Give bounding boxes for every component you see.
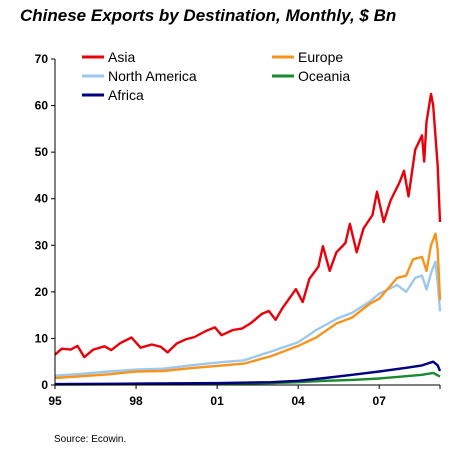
series-line-africa — [54, 360, 442, 386]
legend-label-north-america: North America — [108, 68, 197, 84]
x-tick-label: 04 — [291, 394, 305, 408]
series-line-north-america — [54, 260, 442, 377]
axes: 0 10 20 30 40 50 60 70 95 98 01 04 07 — [35, 52, 441, 408]
legend: Asia Europe North America Oceania Africa — [82, 49, 350, 103]
series-line-europe — [54, 232, 442, 380]
legend-label-europe: Europe — [298, 49, 343, 65]
x-tick-label: 98 — [129, 394, 143, 408]
chart-title: Chinese Exports by Destination, Monthly,… — [20, 6, 397, 25]
legend-label-oceania: Oceania — [298, 68, 350, 84]
y-tick-label: 20 — [35, 285, 49, 299]
y-tick-label: 40 — [35, 192, 49, 206]
y-tick-label: 10 — [35, 331, 49, 345]
source-note: Source: Ecowin. — [54, 434, 127, 445]
series-line-asia — [54, 92, 442, 359]
legend-label-africa: Africa — [108, 87, 144, 103]
series-layer — [54, 92, 442, 386]
x-tick-label: 01 — [210, 394, 224, 408]
y-tick-label: 60 — [35, 99, 49, 113]
y-tick-label: 70 — [35, 52, 49, 66]
y-tick-label: 0 — [41, 378, 48, 392]
y-tick-label: 30 — [35, 238, 49, 252]
x-tick-label: 07 — [373, 394, 387, 408]
y-tick-label: 50 — [35, 145, 49, 159]
legend-label-asia: Asia — [108, 49, 135, 65]
x-tick-label: 95 — [48, 394, 62, 408]
